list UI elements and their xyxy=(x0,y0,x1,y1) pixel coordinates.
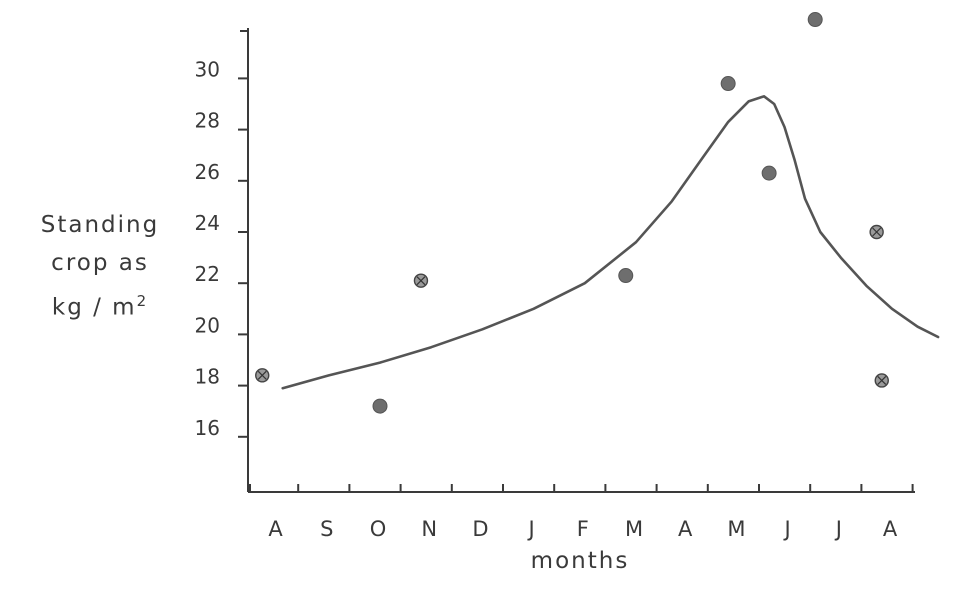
y-tick-label: 24 xyxy=(195,211,220,235)
data-point-cross xyxy=(872,227,882,237)
y-tick-label: 28 xyxy=(195,109,220,133)
points-group xyxy=(255,12,889,414)
y-axis-label-line1: Standing xyxy=(40,212,160,238)
y-tick-label: 26 xyxy=(195,160,220,184)
y-tick-label: 22 xyxy=(195,262,220,286)
data-point xyxy=(761,165,777,181)
x-tick-label: N xyxy=(421,517,437,541)
trend-curve-group xyxy=(281,95,940,390)
x-tick-label: J xyxy=(782,517,790,541)
data-point xyxy=(618,268,634,284)
x-tick-label: J xyxy=(526,517,534,541)
data-point xyxy=(807,12,823,28)
axes xyxy=(240,28,915,493)
y-tick-label: 30 xyxy=(195,57,220,81)
x-tick-label: S xyxy=(320,517,333,541)
x-tick-label: O xyxy=(370,517,387,541)
y-tick-label: 16 xyxy=(195,416,220,440)
trend-curve xyxy=(281,95,940,390)
data-point-crossed xyxy=(874,373,889,388)
y-tick-label: 20 xyxy=(195,313,220,337)
y-axis-label: Standing crop as kg / m2 xyxy=(20,206,180,327)
data-point-cross xyxy=(877,376,887,385)
y-tick-label: 18 xyxy=(195,365,220,389)
y-axis-label-line2: crop as xyxy=(51,250,149,276)
ticks: 16 18 20 22 24 26 28 30 A S O N D J F M A M J J A xyxy=(195,57,914,541)
y-axis-unit: kg / m xyxy=(51,294,137,321)
data-point-cross xyxy=(257,370,267,380)
x-tick-label: A xyxy=(883,517,898,541)
x-tick-label: J xyxy=(834,517,842,541)
data-point-crossed xyxy=(255,368,270,383)
x-tick-label: M xyxy=(625,517,643,541)
x-axis-label: months xyxy=(530,548,630,574)
x-tick-label: F xyxy=(577,517,589,541)
data-point-crossed xyxy=(413,273,429,288)
data-point-cross xyxy=(416,276,426,286)
x-tick-label: D xyxy=(472,517,488,541)
x-tick-label: A xyxy=(678,517,693,541)
y-axis-label-line3: kg / m2 xyxy=(20,282,180,327)
data-point-crossed xyxy=(869,224,884,240)
data-point xyxy=(720,76,736,92)
y-axis-unit-superscript: 2 xyxy=(136,292,149,310)
data-point xyxy=(372,398,388,414)
x-tick-label: M xyxy=(727,517,745,541)
x-tick-label: A xyxy=(268,517,283,541)
